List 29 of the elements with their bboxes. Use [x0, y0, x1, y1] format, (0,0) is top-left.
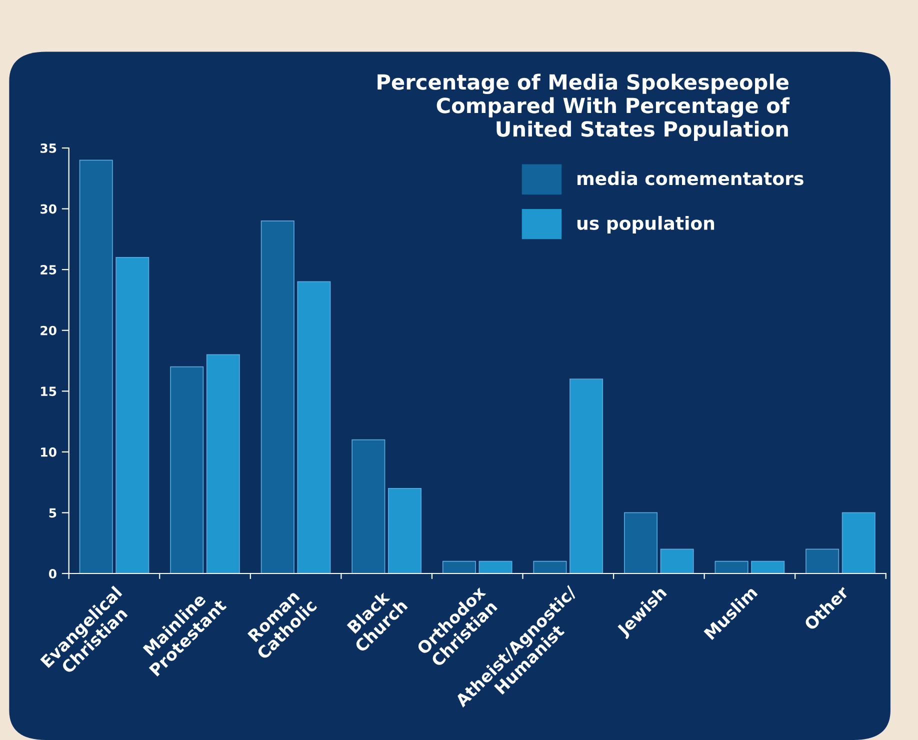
bar [352, 439, 386, 574]
bar [388, 488, 422, 574]
bar [570, 378, 604, 574]
bar [714, 560, 748, 574]
bar [206, 354, 240, 574]
bar [842, 512, 876, 574]
bar [442, 560, 476, 574]
chart-title: Percentage of Media Spokespeople Compared With Percentage of United States Population [378, 74, 790, 141]
y-tick-label: 5 [49, 508, 56, 518]
bar [660, 548, 694, 574]
bar [806, 548, 840, 574]
bar [260, 220, 294, 574]
bar [478, 560, 512, 574]
bar [79, 160, 113, 574]
bar [297, 281, 331, 574]
y-tick-label: 30 [40, 204, 56, 214]
bar [116, 256, 150, 574]
y-tick-label: 35 [40, 143, 56, 153]
y-tick-label: 20 [40, 326, 56, 336]
legend-label: media comementators [578, 171, 804, 186]
bar [751, 560, 785, 574]
y-tick-label: 15 [41, 386, 56, 396]
y-tick-label: 25 [40, 265, 56, 274]
bar [624, 512, 658, 574]
y-tick-label: 0 [48, 568, 56, 578]
bar [170, 366, 204, 574]
legend-label: us population [577, 216, 714, 234]
bar [533, 560, 567, 574]
y-tick-label: 10 [41, 447, 56, 457]
